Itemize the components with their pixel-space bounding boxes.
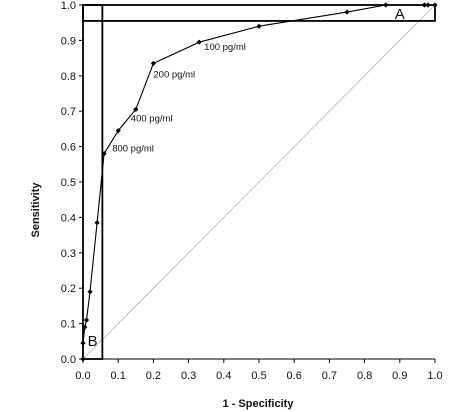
roc-point — [82, 324, 88, 330]
x-tick-label: 0.7 — [322, 370, 337, 382]
threshold-annotation: 400 pg/ml — [131, 113, 173, 124]
reference-line — [82, 4, 436, 360]
threshold-annotation: 800 pg/ml — [112, 144, 154, 155]
roc-point — [425, 2, 431, 8]
region-box-a — [82, 4, 436, 22]
roc-point — [421, 2, 428, 8]
y-tick-label: 0.4 — [61, 212, 76, 224]
x-tick-label: 0.5 — [251, 370, 266, 382]
region-label-b: B — [88, 333, 98, 350]
x-tick-label: 0.2 — [146, 370, 161, 382]
threshold-annotation: 200 pg/ml — [153, 69, 195, 80]
y-tick-label: 1.0 — [61, 0, 76, 12]
region-label-a: A — [395, 6, 405, 23]
roc-point — [133, 106, 139, 113]
roc-point — [432, 2, 438, 8]
roc-point — [94, 220, 100, 226]
x-tick-label: 0.4 — [216, 370, 231, 382]
roc-point — [80, 340, 86, 346]
roc-point — [256, 23, 262, 29]
region-boxes: AB — [82, 4, 436, 360]
x-tick-label: 0.9 — [392, 370, 407, 382]
x-tick-label: 0.1 — [111, 370, 126, 382]
y-tick-label: 0.7 — [61, 106, 76, 118]
roc-series — [80, 2, 438, 362]
y-tick-label: 0.1 — [61, 319, 76, 331]
x-tick-label: 0.0 — [75, 370, 90, 382]
x-tick-label: 0.3 — [181, 370, 196, 382]
x-axis-title: 1 - Specificity — [223, 398, 295, 410]
y-axis-title: Sensitivity — [30, 182, 42, 238]
x-tick-label: 0.8 — [357, 370, 372, 382]
roc-point — [80, 356, 86, 362]
x-tick-label: 0.6 — [287, 370, 302, 382]
y-tick-label: 0.9 — [61, 35, 76, 47]
roc-point — [115, 128, 121, 134]
y-tick-label: 0.2 — [61, 283, 76, 295]
roc-point — [196, 39, 202, 45]
roc-point — [344, 9, 350, 15]
reference-diagonal — [82, 4, 436, 360]
y-axis-ticks: 0.0 0.1 0.2 0.3 0.4 0.5 0.6 0.7 0.8 0.9 1.0 — [61, 0, 83, 366]
region-box-b — [82, 4, 104, 360]
x-tick-label: 1.0 — [427, 370, 442, 382]
y-tick-label: 0.8 — [61, 71, 76, 83]
y-tick-label: 0.3 — [61, 248, 76, 260]
y-tick-label: 0.6 — [61, 142, 76, 154]
x-axis-ticks: 0.0 0.1 0.2 0.3 0.4 0.5 0.6 0.7 0.8 0.9 1.0 — [75, 359, 443, 382]
y-tick-label: 0.5 — [61, 177, 76, 189]
y-tick-label: 0.0 — [61, 354, 76, 366]
roc-point — [87, 289, 93, 295]
roc-point — [383, 2, 389, 8]
annotations: 100 pg/ml 200 pg/ml 400 pg/ml 800 pg/ml — [112, 42, 246, 155]
roc-point — [83, 317, 90, 323]
threshold-annotation: 100 pg/ml — [204, 42, 246, 53]
roc-point — [150, 60, 156, 67]
roc-point — [101, 151, 107, 157]
